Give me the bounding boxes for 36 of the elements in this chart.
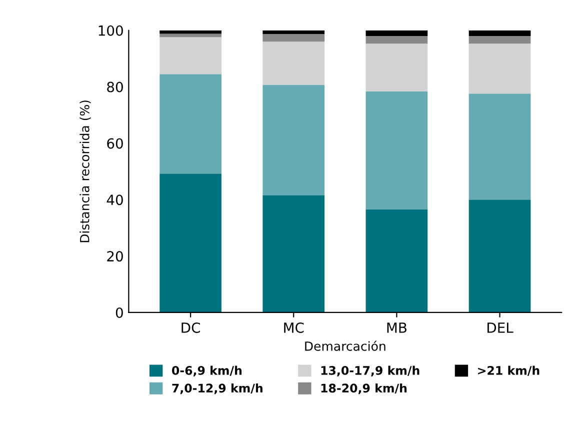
x-tick-label: DEL [488, 322, 514, 333]
legend-label: >21 km/h [478, 366, 540, 376]
legend-label: 18-20,9 km/h [321, 383, 407, 394]
bar [468, 44, 531, 94]
bar [262, 84, 325, 196]
bar [468, 200, 531, 312]
bar [262, 42, 325, 85]
y-tick-label: 100 [98, 25, 123, 36]
x-tick-label: MB [387, 322, 406, 333]
x-axis-title: Demarcación [305, 340, 386, 351]
bar [160, 37, 222, 74]
bar [366, 209, 428, 312]
legend-label: 0-6,9 km/h [172, 366, 242, 376]
y-tick-label: 0 [116, 307, 123, 318]
bar [262, 34, 325, 42]
bar [366, 36, 428, 44]
bar [366, 30, 428, 36]
bar [160, 30, 222, 34]
y-tick-label: 20 [107, 251, 123, 262]
x-tick-label: DC [182, 322, 200, 333]
bar [160, 174, 222, 312]
bar [262, 30, 325, 34]
bar [160, 74, 222, 174]
legend-label: 13,0-17,9 km/h [321, 366, 420, 376]
legend-label: 7,0-12,9 km/h [172, 383, 262, 394]
bar [468, 30, 531, 36]
x-tick-label: MC [284, 322, 304, 333]
bar [366, 44, 428, 92]
bar [468, 94, 531, 200]
bar [262, 195, 325, 312]
y-tick-label: 60 [107, 138, 123, 149]
y-tick-label: 80 [107, 82, 123, 92]
y-axis-title: Distancia recorrida (%) [80, 100, 91, 242]
y-tick-label: 40 [106, 194, 123, 206]
bar [468, 36, 531, 44]
bar [366, 91, 428, 210]
